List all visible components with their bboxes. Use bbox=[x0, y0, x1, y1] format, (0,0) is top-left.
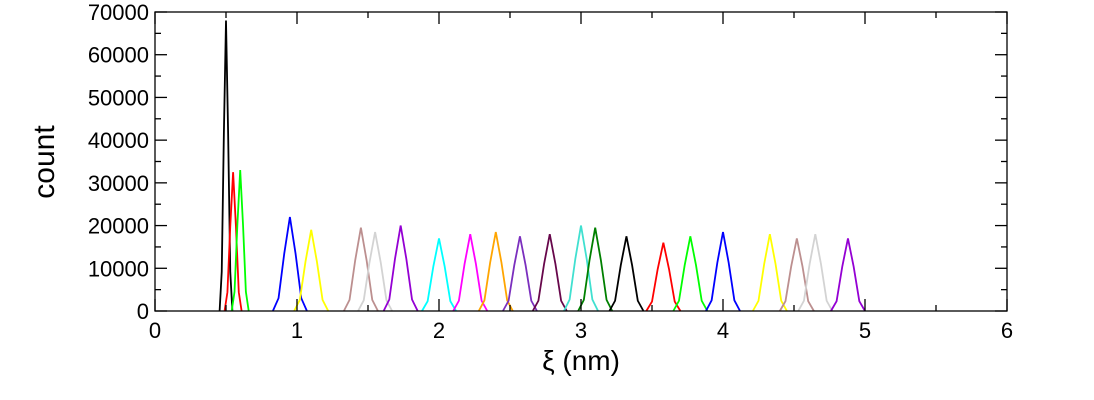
series-line bbox=[779, 238, 815, 312]
x-tick-label: 4 bbox=[717, 318, 729, 343]
series-line bbox=[223, 172, 243, 312]
series-line bbox=[752, 233, 788, 312]
series-line bbox=[477, 231, 514, 312]
y-axis-label: count bbox=[28, 125, 61, 199]
x-tick-label: 1 bbox=[291, 318, 303, 343]
series-line bbox=[705, 231, 741, 312]
series-line bbox=[343, 227, 379, 312]
x-axis-label: ξ (nm) bbox=[542, 345, 620, 376]
y-tick-label: 10000 bbox=[88, 256, 149, 281]
series-line bbox=[421, 238, 457, 312]
series-line bbox=[218, 20, 234, 312]
y-tick-label: 30000 bbox=[88, 171, 149, 196]
series-line bbox=[830, 238, 866, 312]
series-line bbox=[230, 169, 250, 312]
series-line bbox=[452, 233, 489, 312]
series-line bbox=[797, 233, 834, 312]
x-tick-label: 0 bbox=[149, 318, 161, 343]
series-line bbox=[272, 216, 308, 312]
y-tick-label: 20000 bbox=[88, 214, 149, 239]
series-line bbox=[357, 231, 393, 312]
series-line bbox=[502, 236, 538, 312]
series-line bbox=[531, 233, 568, 312]
series-line bbox=[577, 227, 614, 312]
series-line bbox=[672, 236, 709, 312]
series-line bbox=[608, 236, 645, 312]
x-tick-label: 6 bbox=[1001, 318, 1013, 343]
x-tick-label: 5 bbox=[859, 318, 871, 343]
series-line bbox=[293, 229, 330, 312]
x-tick-label: 2 bbox=[433, 318, 445, 343]
series-line bbox=[382, 225, 419, 312]
y-tick-label: 40000 bbox=[88, 128, 149, 153]
series-line bbox=[563, 225, 599, 312]
x-tick-label: 3 bbox=[575, 318, 587, 343]
y-tick-label: 50000 bbox=[88, 85, 149, 110]
y-tick-label: 60000 bbox=[88, 43, 149, 68]
series-line bbox=[645, 242, 682, 312]
y-tick-label: 70000 bbox=[88, 0, 149, 25]
y-tick-label: 0 bbox=[137, 299, 149, 324]
